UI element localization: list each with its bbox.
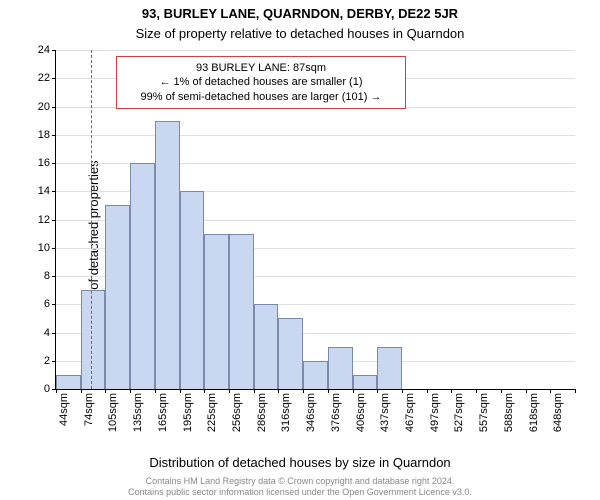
y-tick-label: 10 <box>38 242 50 254</box>
y-tick-mark <box>52 276 56 277</box>
x-tick-mark <box>254 389 255 393</box>
histogram-bar <box>81 290 106 389</box>
footer-line: Contains public sector information licen… <box>0 487 600 498</box>
x-tick-label: 256sqm <box>231 393 243 432</box>
x-tick-mark <box>130 389 131 393</box>
x-tick-mark <box>353 389 354 393</box>
x-tick-mark <box>476 389 477 393</box>
x-tick-label: 527sqm <box>453 393 465 432</box>
y-tick-mark <box>52 107 56 108</box>
histogram-bar <box>278 318 303 389</box>
y-tick-mark <box>52 361 56 362</box>
histogram-bar <box>353 375 378 389</box>
histogram-bar <box>56 375 81 389</box>
y-tick-label: 16 <box>38 157 50 169</box>
reference-line <box>91 50 92 389</box>
y-tick-label: 14 <box>38 185 50 197</box>
histogram-bar <box>180 191 205 389</box>
histogram-bar <box>303 361 328 389</box>
footer-attribution: Contains HM Land Registry data © Crown c… <box>0 476 600 498</box>
annotation-line: 93 BURLEY LANE: 87sqm <box>125 61 397 75</box>
y-tick-label: 4 <box>44 327 50 339</box>
y-tick-mark <box>52 78 56 79</box>
histogram-plot: 02468101214161820222444sqm74sqm105sqm135… <box>55 50 575 390</box>
histogram-bar <box>254 304 279 389</box>
y-tick-label: 8 <box>44 270 50 282</box>
x-tick-label: 316sqm <box>280 393 292 432</box>
y-tick-mark <box>52 333 56 334</box>
y-tick-label: 22 <box>38 72 50 84</box>
y-tick-label: 18 <box>38 129 50 141</box>
x-tick-mark <box>303 389 304 393</box>
x-tick-mark <box>56 389 57 393</box>
histogram-bar <box>130 163 155 389</box>
y-tick-label: 12 <box>38 214 50 226</box>
histogram-bar <box>229 234 254 389</box>
annotation-box: 93 BURLEY LANE: 87sqm← 1% of detached ho… <box>116 56 406 109</box>
y-tick-label: 24 <box>38 44 50 56</box>
histogram-bar <box>155 121 180 389</box>
x-tick-label: 105sqm <box>107 393 119 432</box>
x-tick-mark <box>328 389 329 393</box>
x-tick-label: 467sqm <box>404 393 416 432</box>
x-tick-mark <box>526 389 527 393</box>
x-tick-label: 437sqm <box>379 393 391 432</box>
y-tick-mark <box>52 220 56 221</box>
histogram-bar <box>328 347 353 389</box>
x-tick-mark <box>427 389 428 393</box>
gridline <box>56 135 575 136</box>
x-tick-label: 74sqm <box>83 393 95 426</box>
x-tick-mark <box>81 389 82 393</box>
x-tick-label: 346sqm <box>305 393 317 432</box>
footer-line: Contains HM Land Registry data © Crown c… <box>0 476 600 487</box>
gridline <box>56 50 575 51</box>
x-tick-label: 618sqm <box>528 393 540 432</box>
annotation-line: 99% of semi-detached houses are larger (… <box>125 90 397 104</box>
histogram-bar <box>105 205 130 389</box>
x-tick-label: 648sqm <box>552 393 564 432</box>
x-tick-mark <box>575 389 576 393</box>
x-tick-mark <box>229 389 230 393</box>
annotation-line: ← 1% of detached houses are smaller (1) <box>125 75 397 89</box>
y-tick-mark <box>52 50 56 51</box>
chart-subtitle: Size of property relative to detached ho… <box>0 26 600 41</box>
y-tick-mark <box>52 248 56 249</box>
x-tick-label: 225sqm <box>206 393 218 432</box>
x-tick-label: 195sqm <box>182 393 194 432</box>
y-tick-mark <box>52 304 56 305</box>
y-tick-mark <box>52 135 56 136</box>
x-tick-label: 135sqm <box>132 393 144 432</box>
y-tick-label: 0 <box>44 383 50 395</box>
x-tick-label: 376sqm <box>330 393 342 432</box>
x-tick-label: 165sqm <box>157 393 169 432</box>
y-tick-label: 20 <box>38 101 50 113</box>
x-axis-label: Distribution of detached houses by size … <box>0 455 600 470</box>
x-tick-mark <box>155 389 156 393</box>
x-tick-label: 588sqm <box>503 393 515 432</box>
y-tick-label: 6 <box>44 298 50 310</box>
histogram-bar <box>204 234 229 389</box>
histogram-bar <box>377 347 402 389</box>
x-tick-label: 406sqm <box>355 393 367 432</box>
x-tick-mark <box>180 389 181 393</box>
x-tick-label: 44sqm <box>58 393 70 426</box>
y-tick-mark <box>52 191 56 192</box>
x-tick-mark <box>402 389 403 393</box>
x-tick-label: 286sqm <box>256 393 268 432</box>
x-tick-label: 557sqm <box>478 393 490 432</box>
x-tick-label: 497sqm <box>429 393 441 432</box>
y-tick-mark <box>52 163 56 164</box>
y-tick-label: 2 <box>44 355 50 367</box>
x-tick-mark <box>501 389 502 393</box>
page-title: 93, BURLEY LANE, QUARNDON, DERBY, DE22 5… <box>0 6 600 21</box>
